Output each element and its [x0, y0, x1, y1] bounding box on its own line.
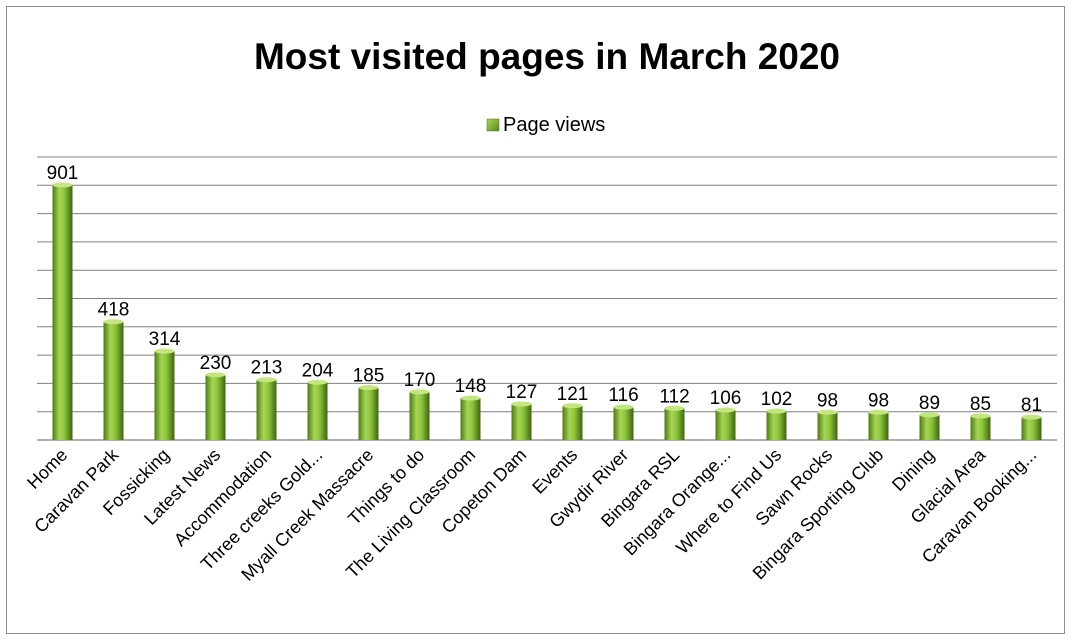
bar-top: [1021, 414, 1042, 420]
data-label: 230: [200, 353, 232, 374]
bars: [52, 182, 1042, 440]
bar: [868, 409, 889, 440]
bar: [409, 389, 430, 440]
bar-top: [562, 403, 583, 409]
bar-body: [868, 412, 889, 440]
data-label: 98: [868, 390, 889, 411]
bar: [511, 401, 532, 440]
bar: [460, 395, 481, 440]
bar-top: [154, 348, 175, 354]
bar-top: [256, 377, 277, 383]
bar-body: [766, 411, 787, 440]
data-label: 148: [455, 376, 487, 397]
bar: [1021, 414, 1042, 440]
bar-top: [409, 389, 430, 395]
bar-top: [460, 395, 481, 401]
bar-body: [307, 382, 328, 440]
data-label: 89: [919, 393, 940, 414]
bar-top: [766, 408, 787, 414]
bar-top: [664, 405, 685, 411]
bar-body: [562, 405, 583, 440]
bar-body: [919, 414, 940, 440]
data-label: 116: [608, 385, 638, 406]
bar: [766, 408, 787, 440]
bar-top: [868, 409, 889, 415]
bar: [205, 372, 226, 440]
bar-top: [919, 412, 940, 418]
legend: Page views: [486, 114, 605, 136]
bar-chart: Most visited pages in March 2020 Page vi…: [23, 36, 1057, 585]
data-label: 85: [970, 394, 991, 415]
bar: [664, 405, 685, 440]
data-label: 901: [47, 163, 79, 184]
bar-body: [817, 412, 838, 440]
bar: [817, 409, 838, 440]
bar-body: [970, 415, 991, 440]
bar-top: [613, 404, 634, 410]
bar-body: [154, 351, 175, 440]
bar-top: [970, 413, 991, 419]
bar-top: [205, 372, 226, 378]
bar-body: [460, 398, 481, 440]
bar: [103, 319, 124, 440]
bar-body: [205, 374, 226, 440]
bar-top: [715, 407, 736, 413]
bar-body: [256, 379, 277, 440]
category-label: Dining: [888, 445, 938, 495]
bar-body: [613, 407, 634, 440]
bar: [307, 379, 328, 440]
data-label: 418: [98, 300, 130, 321]
data-label: 213: [251, 358, 283, 379]
data-label: 102: [761, 389, 793, 410]
bar: [256, 377, 277, 440]
legend-label: Page views: [503, 114, 605, 136]
chart-title: Most visited pages in March 2020: [254, 36, 840, 77]
data-label: 106: [710, 388, 742, 409]
bar-body: [409, 391, 430, 440]
legend-swatch: [486, 118, 500, 132]
data-label: 185: [353, 366, 385, 387]
bar-top: [52, 182, 73, 188]
bar: [154, 348, 175, 440]
bar-body: [511, 404, 532, 440]
data-label: 81: [1021, 395, 1042, 416]
data-label: 170: [404, 370, 436, 391]
bar-body: [1021, 417, 1042, 440]
category-label: Home: [23, 445, 71, 493]
bar-top: [817, 409, 838, 415]
data-label: 127: [506, 382, 538, 403]
data-label: 112: [659, 386, 689, 407]
bar: [52, 182, 73, 440]
bar-top: [307, 379, 328, 385]
bar-body: [715, 410, 736, 440]
bar-top: [511, 401, 532, 407]
data-label: 121: [557, 384, 589, 405]
data-label: 98: [817, 390, 838, 411]
bar-top: [103, 319, 124, 325]
gridlines: [37, 156, 1057, 441]
bar: [715, 407, 736, 440]
bar-body: [358, 387, 379, 440]
chart-frame: Most visited pages in March 2020 Page vi…: [6, 6, 1065, 634]
bar-body: [664, 408, 685, 440]
bar: [970, 413, 991, 440]
data-label: 314: [149, 329, 181, 350]
bar: [919, 412, 940, 440]
bar-body: [52, 185, 73, 440]
value-labels: 901 418 314 230 213 204 185 170 148 127 121 116 112 1…: [47, 163, 1042, 416]
data-label: 204: [302, 360, 334, 381]
bar: [613, 404, 634, 440]
bar-top: [358, 385, 379, 391]
bar: [562, 403, 583, 440]
bar: [358, 385, 379, 440]
bar-body: [103, 321, 124, 440]
